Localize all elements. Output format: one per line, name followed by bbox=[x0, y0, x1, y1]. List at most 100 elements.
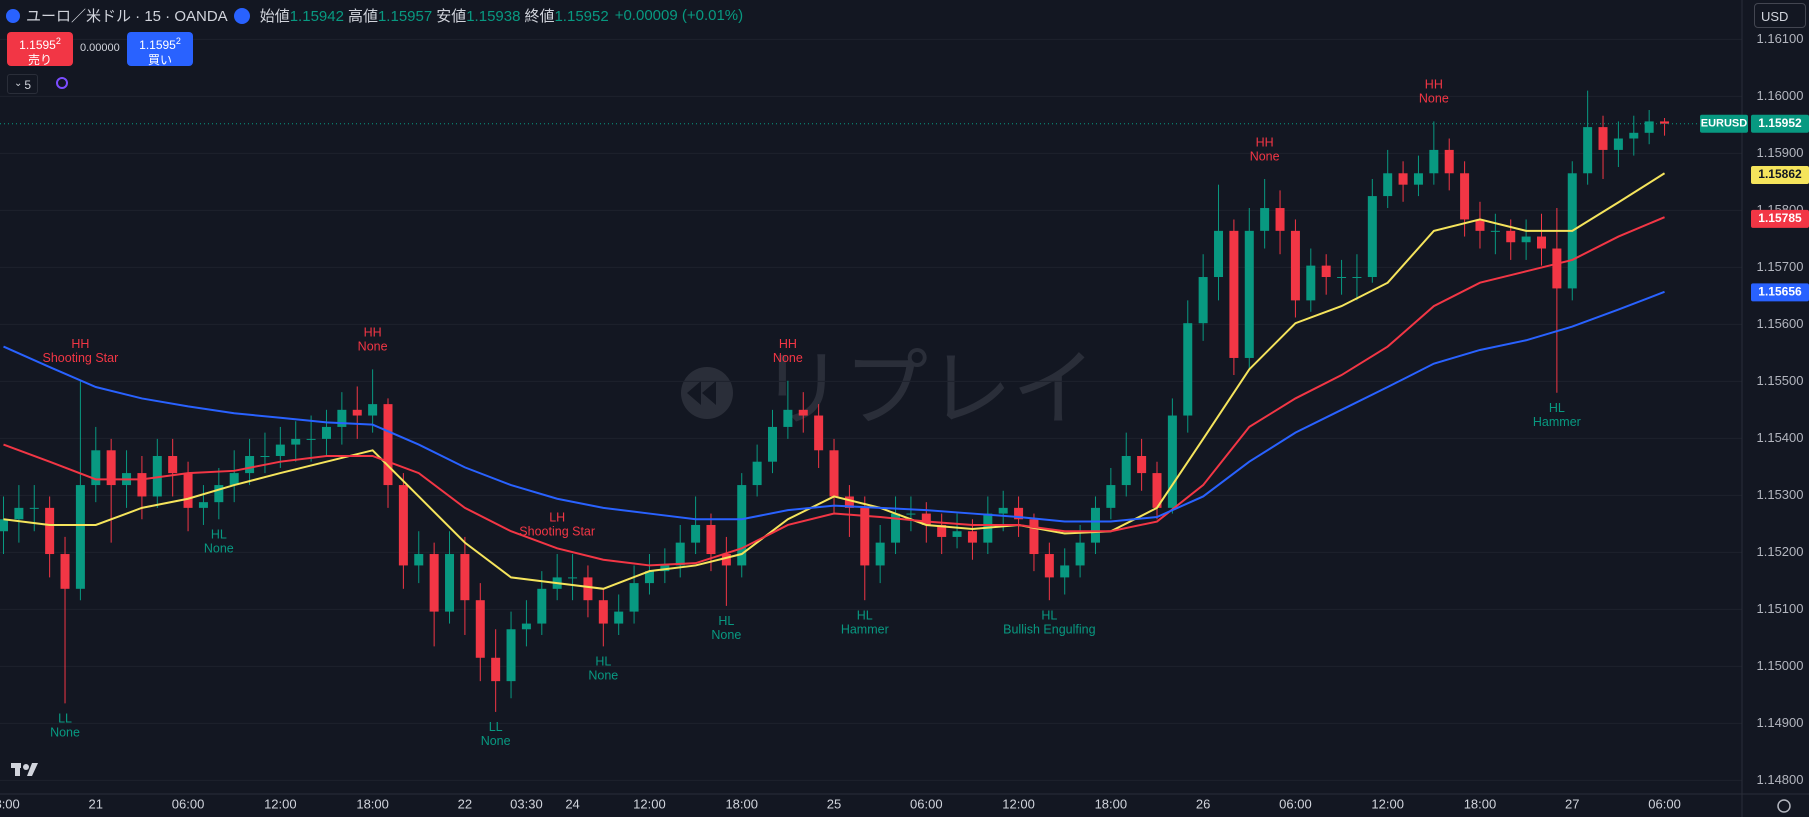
candle-body bbox=[1383, 173, 1393, 197]
settings-icon[interactable] bbox=[1777, 799, 1791, 813]
candle-body bbox=[537, 588, 547, 624]
candle-body bbox=[1429, 149, 1439, 174]
buy-button[interactable]: 1.15952 買い bbox=[127, 32, 193, 67]
candle-body bbox=[891, 513, 901, 543]
candle-body bbox=[14, 507, 24, 520]
ohlc-value: 1.15942 bbox=[289, 8, 344, 25]
candle-body bbox=[952, 531, 962, 537]
candle-body bbox=[1229, 230, 1239, 358]
pattern-label: None bbox=[358, 340, 388, 354]
candle-body bbox=[875, 542, 885, 566]
candle-body bbox=[798, 409, 808, 416]
candle-body bbox=[783, 409, 793, 427]
replay-icon[interactable] bbox=[233, 7, 250, 24]
symbol-tag-text: EURUSD bbox=[1701, 118, 1748, 130]
symbol-icon bbox=[6, 8, 20, 23]
x-tick-label: 06:00 bbox=[1279, 796, 1312, 811]
x-tick-label: 18:00 bbox=[0, 796, 20, 811]
candle-body bbox=[106, 450, 116, 486]
currency: USD bbox=[1761, 9, 1789, 24]
y-tick-label: 1.16100 bbox=[1757, 31, 1804, 46]
y-tick-label: 1.15300 bbox=[1757, 487, 1804, 502]
sell-label: 売り bbox=[27, 53, 52, 67]
pattern-label: Shooting Star bbox=[519, 524, 595, 538]
x-tick-label: 12:00 bbox=[633, 796, 666, 811]
ma-price-tag bbox=[1751, 165, 1809, 184]
candle-body bbox=[752, 461, 762, 486]
pivot-label: HH bbox=[1425, 78, 1443, 92]
candle-body bbox=[598, 600, 608, 624]
candle-body bbox=[414, 554, 424, 566]
y-tick-label: 1.15700 bbox=[1757, 259, 1804, 274]
ohlc-label: 始値 bbox=[259, 8, 290, 25]
candle-body bbox=[398, 485, 408, 566]
pattern-label: Hammer bbox=[1533, 415, 1581, 429]
candle-body bbox=[245, 455, 255, 474]
pivot-label: LL bbox=[58, 712, 72, 726]
candle-body bbox=[937, 524, 947, 537]
symbol[interactable]: ユーロ／米ドル · 15 · OANDA bbox=[26, 8, 228, 25]
moving-average bbox=[3, 172, 1666, 590]
pivot-label: HL bbox=[857, 608, 873, 622]
x-tick-label: 18:00 bbox=[725, 796, 758, 811]
change: +0.00009 (+0.01%) bbox=[614, 7, 744, 24]
candle-body bbox=[214, 485, 224, 503]
candle-body bbox=[568, 577, 578, 579]
candle-body bbox=[383, 404, 393, 486]
candle-body bbox=[1075, 542, 1085, 566]
candle-body bbox=[445, 554, 455, 612]
candle-body bbox=[1321, 265, 1331, 278]
ohlc-label: 高値 bbox=[347, 8, 378, 25]
ma-price-tag bbox=[1751, 209, 1809, 228]
candle-body bbox=[152, 455, 162, 497]
candle-body bbox=[691, 524, 701, 543]
ma-price-tag bbox=[1751, 283, 1809, 302]
x-tick-label: 18:00 bbox=[1095, 796, 1128, 811]
candle-body bbox=[1660, 121, 1670, 124]
candle-body bbox=[1644, 121, 1654, 133]
candle-body bbox=[321, 426, 331, 439]
candle-body bbox=[291, 438, 301, 445]
pattern-label: None bbox=[588, 669, 618, 683]
candle-body bbox=[429, 554, 439, 612]
candle-body bbox=[1506, 230, 1516, 243]
candle-body bbox=[1198, 277, 1208, 324]
candle-body bbox=[1537, 236, 1546, 249]
candle-body bbox=[614, 611, 624, 624]
candle-body bbox=[967, 531, 977, 543]
ohlc-label: 安値 bbox=[436, 8, 467, 25]
candle-body bbox=[1337, 277, 1347, 279]
candle-body bbox=[521, 623, 531, 630]
pivot-label: LH bbox=[549, 510, 565, 524]
candle-body bbox=[860, 507, 870, 566]
x-tick-label: 03:30 bbox=[510, 796, 543, 811]
y-tick-label: 1.15100 bbox=[1757, 601, 1804, 616]
pivot-label: LL bbox=[489, 720, 503, 734]
candle-body bbox=[1183, 323, 1193, 416]
pivot-label: HH bbox=[1256, 135, 1274, 149]
ohlc-value: 1.15957 bbox=[377, 8, 433, 25]
candle-body bbox=[1090, 507, 1100, 543]
interval-toggle[interactable]: ⌄ 5 bbox=[7, 74, 38, 94]
sync-icon[interactable] bbox=[56, 77, 68, 89]
symbol-tag bbox=[1700, 114, 1748, 133]
candle-body bbox=[29, 507, 39, 509]
sell-button[interactable]: 1.15952 売り bbox=[7, 32, 73, 67]
candle-body bbox=[644, 571, 654, 584]
y-tick-label: 1.14800 bbox=[1757, 772, 1804, 787]
candle-body bbox=[721, 554, 731, 566]
currency-button[interactable]: USD bbox=[1754, 3, 1806, 28]
y-tick-label: 1.14900 bbox=[1757, 715, 1804, 730]
candle-body bbox=[306, 438, 316, 440]
candle-body bbox=[1398, 173, 1408, 185]
y-tick-label: 1.16000 bbox=[1757, 88, 1804, 103]
candle-body bbox=[1552, 248, 1562, 289]
pattern-label: None bbox=[1419, 92, 1449, 106]
pattern-label: None bbox=[204, 542, 234, 556]
pattern-label: None bbox=[711, 628, 741, 642]
candle-body bbox=[337, 409, 347, 427]
sell-price-sup: 2 bbox=[55, 36, 61, 46]
buy-price-sup: 2 bbox=[175, 36, 181, 46]
candle-body bbox=[1352, 277, 1362, 279]
sell-price: 1.1595 bbox=[19, 38, 56, 52]
